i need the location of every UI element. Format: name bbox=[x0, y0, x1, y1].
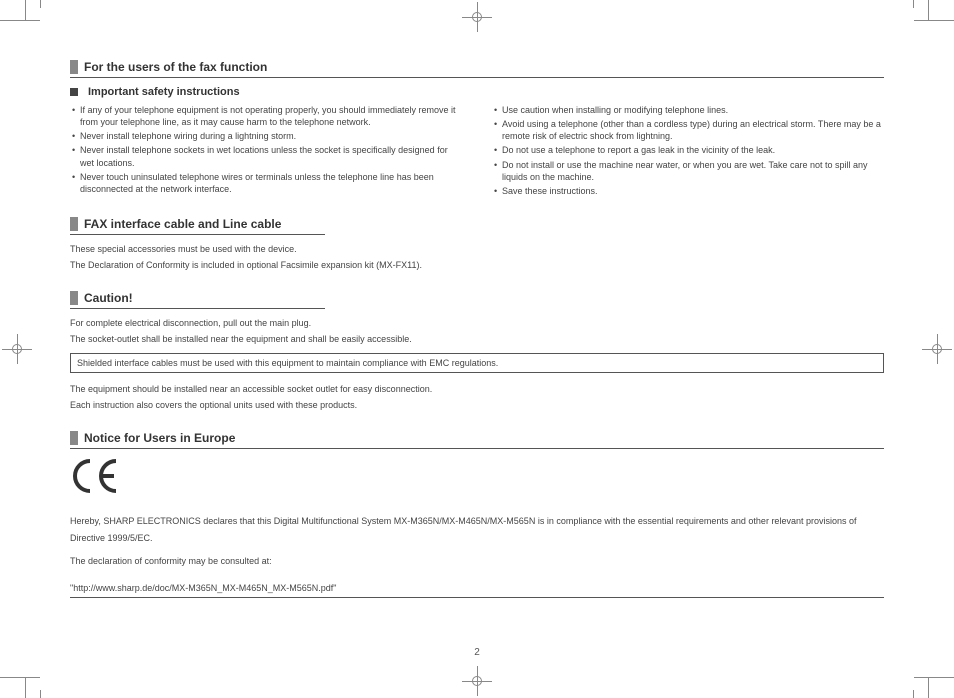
registration-mark bbox=[462, 2, 492, 32]
crop-mark bbox=[25, 0, 26, 20]
list-item: Never install telephone sockets in wet l… bbox=[70, 144, 462, 168]
section-title: Caution! bbox=[84, 291, 133, 305]
list-item: If any of your telephone equipment is no… bbox=[70, 104, 462, 128]
safety-left-column: If any of your telephone equipment is no… bbox=[70, 104, 462, 199]
safety-right-column: Use caution when installing or modifying… bbox=[492, 104, 884, 199]
registration-mark bbox=[2, 334, 32, 364]
body-text: These special accessories must be used w… bbox=[70, 243, 884, 257]
list-item: Avoid using a telephone (other than a co… bbox=[492, 118, 884, 142]
section-bar-icon bbox=[70, 60, 78, 74]
registration-mark bbox=[462, 666, 492, 696]
list-item: Do not use a telephone to report a gas l… bbox=[492, 144, 884, 156]
body-text: For complete electrical disconnection, p… bbox=[70, 317, 884, 331]
registration-mark bbox=[922, 334, 952, 364]
crop-mark bbox=[928, 0, 929, 20]
crop-mark bbox=[914, 20, 954, 21]
ce-mark-icon bbox=[70, 457, 884, 505]
section-title: FAX interface cable and Line cable bbox=[84, 217, 281, 231]
sub-header-safety: Important safety instructions bbox=[70, 86, 884, 98]
list-item: Never install telephone wiring during a … bbox=[70, 130, 462, 142]
list-item: Use caution when installing or modifying… bbox=[492, 104, 884, 116]
section-title: Notice for Users in Europe bbox=[84, 431, 235, 445]
section-title: For the users of the fax function bbox=[84, 60, 267, 74]
boxed-note: Shielded interface cables must be used w… bbox=[70, 353, 884, 373]
crop-mark bbox=[928, 678, 929, 698]
list-item: Save these instructions. bbox=[492, 185, 884, 197]
sub-title: Important safety instructions bbox=[88, 86, 240, 98]
section-header-caution: Caution! bbox=[70, 291, 325, 309]
page-content: For the users of the fax function Import… bbox=[70, 60, 884, 638]
section-header-fax-users: For the users of the fax function bbox=[70, 60, 884, 78]
square-bullet-icon bbox=[70, 88, 78, 96]
list-item: Never touch uninsulated telephone wires … bbox=[70, 171, 462, 195]
crop-mark bbox=[40, 0, 41, 8]
bullet-list-left: If any of your telephone equipment is no… bbox=[70, 104, 462, 195]
bullet-list-right: Use caution when installing or modifying… bbox=[492, 104, 884, 197]
page-number: 2 bbox=[474, 647, 480, 658]
list-item: Do not install or use the machine near w… bbox=[492, 159, 884, 183]
body-text: The declaration of conformity may be con… bbox=[70, 555, 884, 569]
crop-mark bbox=[25, 678, 26, 698]
url-text: "http://www.sharp.de/doc/MX-M365N_MX-M46… bbox=[70, 582, 884, 599]
crop-mark bbox=[40, 690, 41, 698]
crop-mark bbox=[914, 677, 954, 678]
section-header-europe: Notice for Users in Europe bbox=[70, 431, 884, 449]
body-text: The Declaration of Conformity is include… bbox=[70, 259, 884, 273]
safety-columns: If any of your telephone equipment is no… bbox=[70, 104, 884, 199]
section-header-fax-cable: FAX interface cable and Line cable bbox=[70, 217, 325, 235]
section-bar-icon bbox=[70, 217, 78, 231]
body-text: Hereby, SHARP ELECTRONICS declares that … bbox=[70, 513, 884, 547]
body-text: The equipment should be installed near a… bbox=[70, 383, 884, 397]
section-bar-icon bbox=[70, 291, 78, 305]
body-text: Each instruction also covers the optiona… bbox=[70, 399, 884, 413]
crop-mark bbox=[913, 690, 914, 698]
crop-mark bbox=[0, 677, 40, 678]
crop-mark bbox=[913, 0, 914, 8]
body-text: The socket-outlet shall be installed nea… bbox=[70, 333, 884, 347]
crop-mark bbox=[0, 20, 40, 21]
section-bar-icon bbox=[70, 431, 78, 445]
